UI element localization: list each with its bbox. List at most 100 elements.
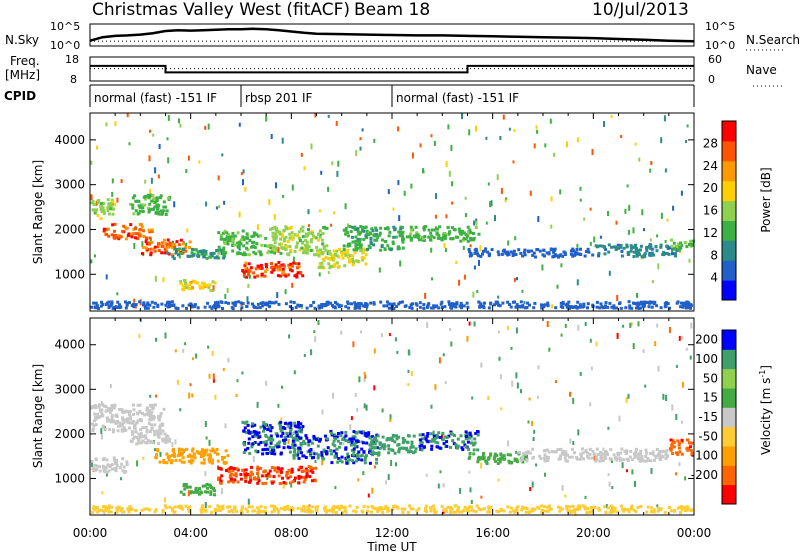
echo-cell xyxy=(343,505,347,509)
echo-cell xyxy=(289,421,293,425)
echo-cell xyxy=(134,227,137,230)
echo-cell xyxy=(241,420,245,424)
echo-cell xyxy=(248,451,252,455)
echo-cell xyxy=(457,505,460,509)
echo-cell xyxy=(519,300,523,304)
scatter-cell xyxy=(265,380,268,386)
echo-cell xyxy=(273,251,277,255)
echo-cell xyxy=(570,447,574,451)
echo-cell xyxy=(378,231,382,235)
scatter-cell xyxy=(314,113,317,118)
velocity-cbar-segment xyxy=(722,388,736,408)
echo-cell xyxy=(486,457,490,461)
echo-cell xyxy=(188,283,192,286)
scatter-cell xyxy=(513,277,516,282)
scatter-cell xyxy=(432,430,435,436)
echo-cell xyxy=(202,454,206,458)
echo-cell xyxy=(107,510,111,514)
scatter-cell xyxy=(607,211,609,216)
power-cbar-tick: 16 xyxy=(703,204,718,218)
echo-cell xyxy=(589,510,593,514)
echo-cell xyxy=(204,490,207,494)
echo-cell xyxy=(561,449,565,453)
echo-cell xyxy=(301,274,305,278)
echo-cell xyxy=(233,507,237,511)
scatter-cell xyxy=(671,248,673,254)
time-axis-ticks: 00:00 04:00 08:00 12:00 16:00 20:00 00:00 xyxy=(73,526,712,540)
scatter-cell xyxy=(636,292,638,298)
scatter-cell xyxy=(485,136,488,140)
echo-cell xyxy=(514,305,518,309)
echo-cell xyxy=(148,303,152,307)
echo-cell xyxy=(295,434,299,438)
echo-cell xyxy=(289,481,292,485)
echo-cell xyxy=(270,452,274,455)
power-cbar-tick: 28 xyxy=(703,136,718,150)
velocity-cbar-tick: 50 xyxy=(703,371,718,385)
echo-cell xyxy=(351,240,355,244)
echo-cell xyxy=(307,465,311,469)
echo-cell xyxy=(164,249,168,253)
echo-cell xyxy=(204,252,208,256)
echo-cell xyxy=(133,424,137,428)
echo-cell xyxy=(385,304,389,308)
scatter-cell xyxy=(523,301,526,305)
echo-cell xyxy=(150,199,154,203)
echo-cell xyxy=(362,450,366,454)
echo-cell xyxy=(251,509,255,513)
echo-cell xyxy=(290,467,294,471)
echo-cell xyxy=(107,234,111,238)
echo-cell xyxy=(470,508,474,512)
echo-cell xyxy=(188,246,191,250)
echo-cell xyxy=(312,300,316,304)
echo-cell xyxy=(292,441,295,445)
echo-cell xyxy=(670,238,673,242)
echo-cell xyxy=(283,505,287,509)
echo-cell xyxy=(362,441,365,445)
echo-cell xyxy=(681,305,685,309)
echo-cell xyxy=(102,212,106,215)
echo-cell xyxy=(421,437,425,441)
echo-cell xyxy=(360,447,364,451)
echo-cell xyxy=(148,236,152,240)
echo-cell xyxy=(145,428,149,432)
echo-cell xyxy=(466,305,470,309)
scatter-cell xyxy=(204,125,207,130)
echo-cell xyxy=(297,230,301,234)
echo-cell xyxy=(212,251,216,255)
echo-cell xyxy=(259,466,263,470)
echo-cell xyxy=(632,255,636,258)
echo-cell xyxy=(425,434,429,438)
echo-cell xyxy=(182,493,186,496)
echo-cell xyxy=(275,470,279,474)
echo-cell xyxy=(639,244,643,248)
echo-cell xyxy=(141,439,145,443)
echo-cell xyxy=(170,246,174,250)
echo-cell xyxy=(241,302,245,306)
echo-cell xyxy=(597,252,601,255)
scatter-cell xyxy=(583,217,586,221)
echo-cell xyxy=(647,458,651,462)
echo-cell xyxy=(330,433,334,437)
echo-cell xyxy=(226,454,230,458)
echo-cell xyxy=(603,252,607,256)
echo-cell xyxy=(124,237,128,241)
echo-cell xyxy=(215,256,219,260)
echo-cell xyxy=(264,443,268,447)
echo-cell xyxy=(210,510,213,514)
scatter-cell xyxy=(90,194,93,201)
echo-cell xyxy=(367,233,371,236)
echo-cell xyxy=(150,240,154,244)
echo-cell xyxy=(674,254,677,258)
echo-cell xyxy=(249,470,253,474)
echo-cell xyxy=(162,461,166,464)
echo-cell xyxy=(564,504,568,508)
echo-cell xyxy=(642,300,646,304)
echo-cell xyxy=(316,233,320,236)
velocity-cbar-tick: 100 xyxy=(695,352,718,366)
echo-cell xyxy=(356,453,360,457)
echo-cell xyxy=(165,209,169,213)
echo-cell xyxy=(320,450,324,454)
echo-cell xyxy=(293,424,297,428)
echo-cell xyxy=(641,459,645,463)
